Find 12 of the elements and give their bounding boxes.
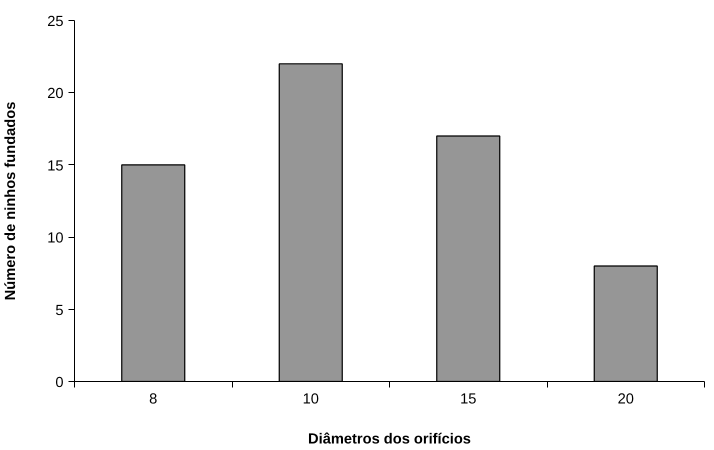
x-tick-label: 15 [460, 392, 476, 408]
x-tick-label: 8 [149, 392, 158, 408]
y-axis-title: Número de ninhos fundados [3, 102, 20, 300]
y-tick-label: 10 [47, 230, 64, 247]
x-tick-label: 10 [302, 392, 319, 408]
y-tick-label: 20 [47, 86, 64, 102]
y-tick-label: 5 [55, 302, 64, 319]
y-tick-label: 15 [47, 158, 64, 174]
x-axis-title: Diâmetros dos orifícios [308, 432, 471, 448]
y-tick-label: 0 [55, 375, 64, 391]
y-tick-label: 25 [47, 14, 64, 30]
x-tick-label: 20 [618, 392, 634, 408]
